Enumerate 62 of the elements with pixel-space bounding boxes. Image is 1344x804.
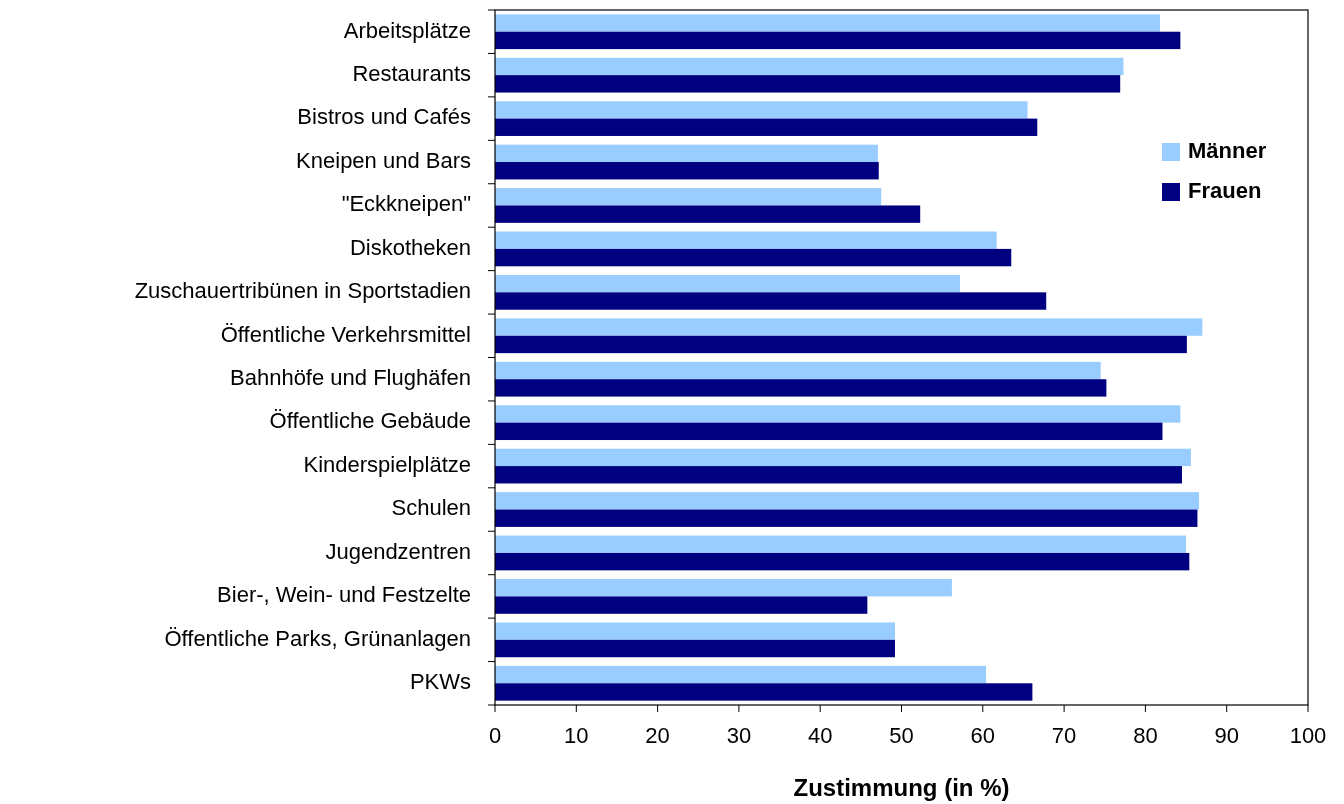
y-tick-label: Kneipen und Bars xyxy=(296,147,471,173)
bar xyxy=(495,162,879,180)
y-tick-label: Öffentliche Gebäude xyxy=(269,408,471,434)
bar xyxy=(495,231,997,249)
bar xyxy=(495,535,1187,553)
bar xyxy=(495,579,952,597)
x-axis-title: Zustimmung (in %) xyxy=(793,774,1010,801)
y-tick-label: Öffentliche Verkehrsmittel xyxy=(220,321,471,347)
y-tick-label: Bistros und Cafés xyxy=(297,104,471,130)
bar xyxy=(495,492,1200,510)
bar xyxy=(495,596,868,614)
y-tick-label: Restaurants xyxy=(352,60,471,86)
x-tick-label: 90 xyxy=(1214,723,1239,748)
bar xyxy=(495,101,1028,119)
bar xyxy=(495,335,1187,354)
bar xyxy=(495,509,1198,527)
bar xyxy=(495,361,1101,380)
bar xyxy=(495,75,1121,93)
bar xyxy=(495,292,1047,310)
bar xyxy=(495,144,878,163)
bar xyxy=(495,318,1203,336)
y-tick-label: Bier-, Wein- und Festzelte xyxy=(217,582,471,608)
x-tick-label: 10 xyxy=(564,723,589,748)
y-tick-label: PKWs xyxy=(409,669,471,695)
y-tick-label: Bahnhöfe und Flughäfen xyxy=(230,365,471,391)
x-tick-label: 80 xyxy=(1133,723,1158,748)
bar xyxy=(495,639,895,658)
x-tick-label: 60 xyxy=(970,723,996,748)
x-tick-label: 20 xyxy=(645,723,670,748)
y-tick-label: Schulen xyxy=(391,495,471,521)
bar xyxy=(495,14,1161,32)
x-tick-label: 100 xyxy=(1289,723,1327,748)
y-tick-label: Zuschauertribünen in Sportstadien xyxy=(134,278,471,304)
y-tick-label: "Eckkneipen" xyxy=(341,191,471,217)
x-tick-label: 0 xyxy=(488,723,502,748)
bar xyxy=(495,57,1124,76)
bar xyxy=(495,665,987,684)
bar xyxy=(495,448,1191,467)
y-tick-label: Diskotheken xyxy=(349,234,471,260)
x-tick-label: 50 xyxy=(889,723,914,748)
x-tick-label: 70 xyxy=(1051,723,1077,748)
y-tick-label: Öffentliche Parks, Grünanlagen xyxy=(164,625,471,651)
bar xyxy=(495,31,1181,50)
bar xyxy=(495,422,1163,441)
bar xyxy=(495,622,895,640)
legend-label: Männer xyxy=(1188,137,1267,163)
bar xyxy=(495,274,961,293)
y-tick-label: Jugendzentren xyxy=(325,538,471,564)
bar xyxy=(495,405,1181,423)
bar xyxy=(495,248,1012,267)
bar xyxy=(495,205,921,223)
bar xyxy=(495,683,1033,701)
x-tick-label: 40 xyxy=(807,723,833,748)
x-tick-label: 30 xyxy=(726,723,752,748)
bar xyxy=(495,118,1038,136)
bar xyxy=(495,466,1182,484)
y-tick-label: Arbeitsplätze xyxy=(343,17,471,43)
y-tick-label: Kinderspielplätze xyxy=(303,451,471,477)
bar xyxy=(495,188,882,206)
bar xyxy=(495,552,1190,571)
bar xyxy=(495,379,1107,397)
legend-label: Frauen xyxy=(1188,177,1262,203)
